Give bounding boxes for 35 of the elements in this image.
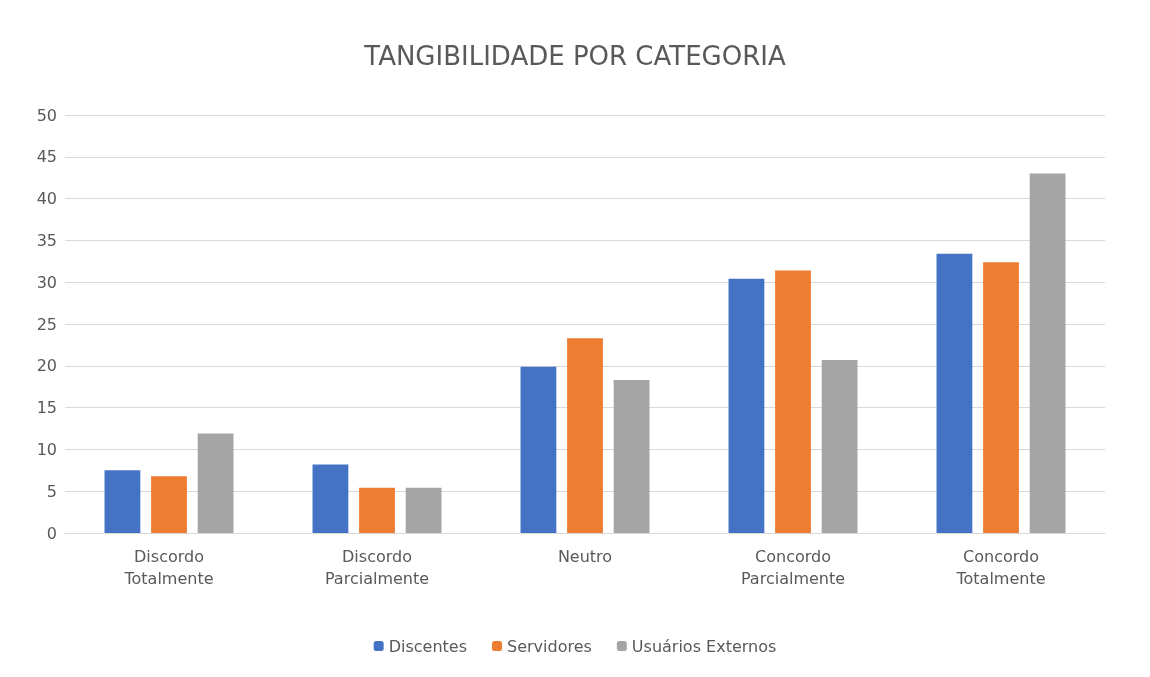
bar [775,270,811,533]
x-tick-label: Concordo Parcialmente [740,546,846,588]
bar [359,487,395,533]
bar [104,470,141,533]
bar [312,464,349,533]
bar [151,476,187,533]
legend-label: Servidores [507,636,592,656]
x-tick-label: Discordo Parcialmente [324,546,430,588]
bar [613,380,650,533]
bar [405,487,442,533]
bar [567,338,603,533]
bar [197,433,234,533]
x-tick-label: Concordo Totalmente [955,546,1046,588]
y-tick-label: 30 [36,272,57,292]
y-tick-label: 45 [36,147,57,167]
legend-label: Usuários Externos [631,636,777,656]
bar [728,278,765,533]
y-tick-label: 50 [36,105,57,125]
chart-title: TANGIBILIDADE POR CATEGORIA [363,41,786,71]
y-tick-label: 10 [36,439,57,459]
y-tick-label: 25 [36,314,57,334]
legend-label: Discentes [388,636,468,656]
y-tick-label: 20 [36,356,57,376]
y-tick-label: 15 [36,398,57,418]
bar [1029,173,1066,533]
x-tick-label: Discordo Totalmente [123,546,214,588]
bar [821,359,858,533]
y-tick-label: 5 [46,481,57,501]
y-tick-label: 0 [46,523,57,543]
bar [936,253,973,533]
y-tick-label: 35 [36,230,57,250]
y-tick-label: 40 [36,189,57,209]
x-tick-label: Neutro [557,546,613,566]
bar [983,262,1019,533]
bar [520,366,557,533]
